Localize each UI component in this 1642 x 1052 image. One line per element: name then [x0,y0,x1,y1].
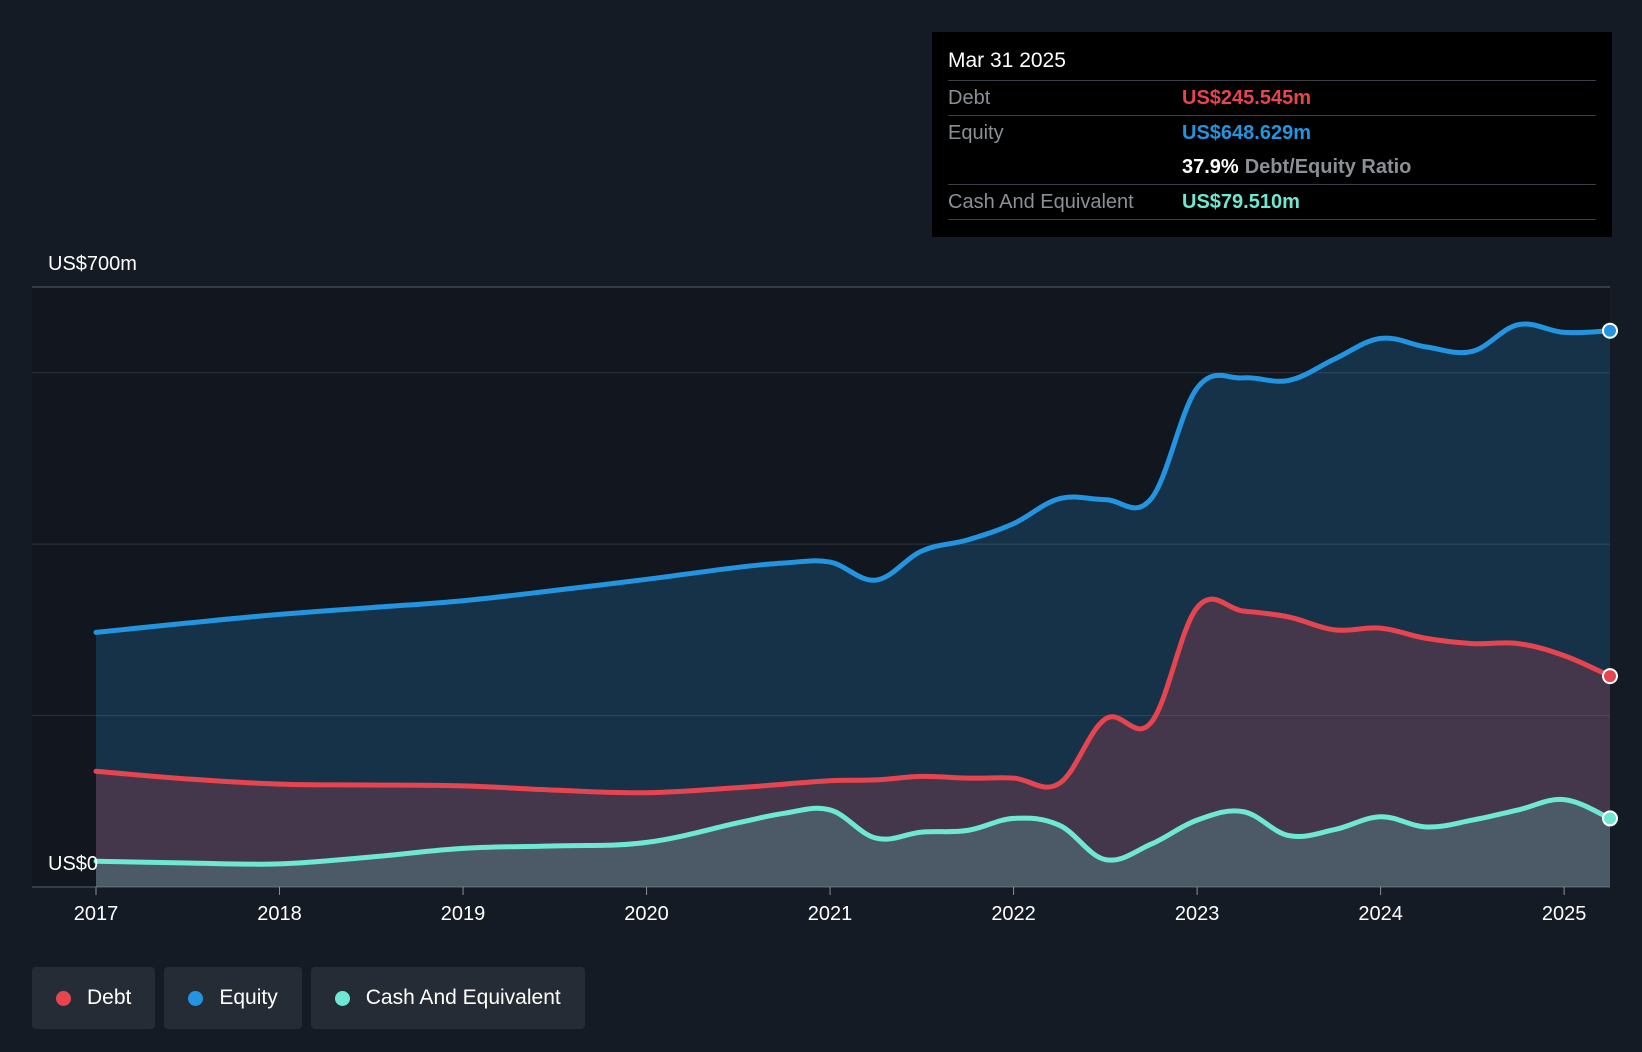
x-tick-label: 2022 [991,903,1036,925]
tooltip-row-ratio: 37.9% Debt/Equity Ratio [948,150,1596,185]
legend-item-cash[interactable]: Cash And Equivalent [310,967,585,1029]
tooltip-cash-value: US$79.510m [1182,191,1300,213]
tooltip-cash-label: Cash And Equivalent [948,191,1134,213]
tooltip-ratio-label: Debt/Equity Ratio [1244,156,1412,178]
equity-area [96,323,1610,888]
y-axis-max-label: US$700m [48,253,137,275]
x-tick-label: 2023 [1175,903,1220,925]
tooltip-row-equity: Equity US$648.629m [948,116,1596,150]
gridlines [32,286,1610,888]
tooltip-panel: Mar 31 2025 Debt US$245.545m Equity US$6… [932,32,1612,237]
debt-dot-icon [56,990,71,1006]
tooltip-row-cash: Cash And Equivalent US$79.510m [948,185,1596,220]
legend-label-debt: Debt [87,986,132,1009]
tooltip-equity-value: US$648.629m [1182,122,1311,144]
x-tick-label: 2024 [1358,903,1403,925]
equity-end-marker[interactable] [1602,322,1618,339]
tooltip-row-debt: Debt US$245.545m [948,81,1596,116]
debt-line [93,596,1613,796]
y-axis-min-label: US$0 [48,853,98,875]
series-end-markers [1602,322,1618,827]
legend-item-debt[interactable]: Debt [32,967,156,1029]
debt-end-marker[interactable] [1602,668,1618,685]
series-lines [93,321,1613,867]
x-tick-label: 2025 [1542,903,1587,925]
legend-label-cash: Cash And Equivalent [365,986,561,1009]
equity-line [93,321,1613,635]
tooltip-debt-label: Debt [948,87,991,109]
legend-label-equity: Equity [219,986,278,1009]
cash-and-equivalent-line [93,796,1613,867]
x-tick-label: 2018 [257,903,302,925]
cash-and-equivalent-area [96,799,1610,887]
tooltip-ratio-spacer [948,150,1182,184]
x-tick-label: 2017 [74,903,119,925]
legend: Debt Equity Cash And Equivalent [32,967,594,1029]
cash-dot-icon [334,990,350,1006]
x-tick-label: 2019 [441,903,486,925]
tooltip-date: Mar 31 2025 [948,46,1596,81]
x-tick-label: 2020 [624,903,669,925]
axes: US$700m US$0 2017 2018 2019 2020 2021 2022 2023 2… [48,253,1586,925]
tooltip-debt-value: US$245.545m [1182,87,1311,109]
tooltip-equity-label: Equity [948,122,1004,144]
debt-area [96,599,1610,887]
equity-dot-icon [188,990,204,1006]
plot-background [32,287,1610,887]
tooltip-ratio-value: 37.9% [1182,156,1239,178]
cash-and-equivalent-end-marker[interactable] [1602,810,1618,827]
x-tick-label: 2021 [808,903,853,925]
series-areas [96,323,1610,888]
legend-item-equity[interactable]: Equity [164,967,302,1029]
